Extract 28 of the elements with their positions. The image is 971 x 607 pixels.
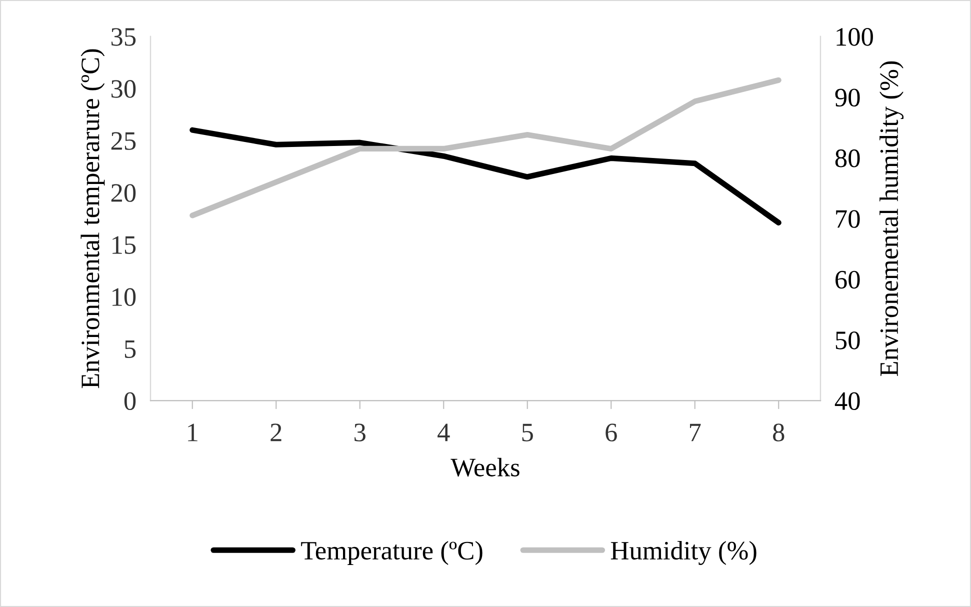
y-tick-label: 10 [112,288,136,306]
y2-tick-label: 80 [835,149,860,168]
y2-tick-label: 90 [835,88,860,107]
y2-tick-label: 70 [836,210,860,228]
legend-label: Humidity (%) [610,541,756,566]
x-tick-label: 4 [438,424,450,442]
y-tick-label: 15 [112,236,136,254]
x-tick-label: 5 [522,424,533,442]
x-tick-label: 3 [354,424,366,442]
x-tick-label: 8 [773,424,784,442]
x-tick-label: 6 [606,424,617,442]
y-axis-title: Environmental temperarure (ºC) [80,49,105,388]
y2-tick-label: 40 [834,392,860,410]
x-axis-title: Weeks [450,458,520,477]
y2-tick-label: 100 [836,28,873,46]
y-tick-label: 20 [111,184,136,202]
y-tick-label: 30 [111,80,136,98]
legend-label: Temperature (ºC) [301,541,482,565]
x-tick-label: 7 [690,424,701,442]
y-tick-label: 25 [111,132,136,150]
x-tick-label: 2 [270,424,282,442]
x-tick-label: 1 [188,424,198,442]
y2-tick-label: 60 [836,270,860,289]
y2-tick-label: 50 [836,332,860,350]
y-tick-label: 35 [111,28,136,46]
y-tick-label: 5 [124,340,136,358]
y2-axis-title: Environemental humidity (%) [880,61,904,376]
y-tick-label: 0 [124,392,136,410]
